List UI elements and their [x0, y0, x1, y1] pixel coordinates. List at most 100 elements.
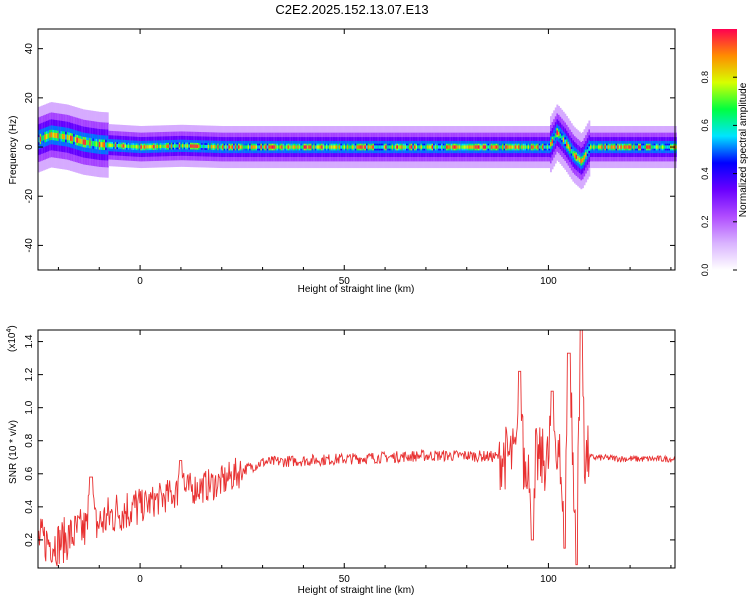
- heatmap-cell: [463, 145, 466, 149]
- heatmap-cell: [575, 154, 578, 160]
- heatmap-cell: [206, 144, 208, 149]
- snr-multiplier-close: ): [7, 325, 18, 328]
- heatmap-cell: [522, 145, 525, 149]
- heatmap-cell: [372, 145, 375, 149]
- heatmap-cell: [586, 149, 589, 154]
- heatmap-cell: [393, 145, 396, 149]
- heatmap-cell: [409, 145, 412, 149]
- heatmap-cell: [374, 145, 376, 149]
- heatmap-cell: [196, 144, 199, 148]
- heatmap-cell: [487, 145, 490, 149]
- heatmap-cell: [353, 145, 356, 149]
- heatmap-cell: [271, 145, 274, 149]
- heatmap-cell: [655, 145, 658, 149]
- heatmap-cell: [601, 145, 604, 149]
- heatmap-cell: [598, 145, 600, 149]
- heatmap-cell: [657, 145, 660, 149]
- heatmap-cell: [514, 145, 517, 149]
- heatmap-cell: [98, 141, 101, 148]
- heatmap-cell: [191, 144, 194, 148]
- heatmap-cell: [228, 145, 231, 149]
- heatmap-cell: [569, 146, 572, 152]
- spectrogram-x-axis-label: Height of straight line (km): [298, 284, 415, 295]
- heatmap-cell: [585, 152, 588, 157]
- heatmap-cell: [41, 135, 44, 141]
- heatmap-cell: [649, 145, 652, 149]
- heatmap-cell: [604, 145, 607, 149]
- heatmap-cell: [641, 145, 644, 149]
- heatmap-cell: [644, 145, 647, 149]
- heatmap-cell: [193, 144, 196, 148]
- heatmap-cell: [418, 145, 421, 149]
- heatmap-cell: [278, 145, 280, 149]
- heatmap-cell: [348, 145, 351, 149]
- heatmap-cell: [535, 145, 538, 149]
- heatmap-cell: [207, 144, 210, 149]
- y-tick-label: -20: [24, 189, 35, 204]
- heatmap-cell: [94, 141, 96, 147]
- heatmap-cell: [596, 145, 599, 149]
- heatmap-cell: [548, 145, 551, 149]
- heatmap-cell: [153, 144, 156, 149]
- heatmap-cell: [218, 145, 221, 149]
- heatmap-cell: [457, 145, 460, 149]
- heatmap-cell: [466, 145, 469, 149]
- heatmap-cell: [270, 145, 272, 149]
- heatmap-cell: [449, 145, 452, 149]
- heatmap-cell: [519, 145, 522, 149]
- heatmap-cell: [178, 144, 181, 148]
- heatmap-cell: [122, 144, 125, 148]
- heatmap-cell: [322, 145, 325, 149]
- heatmap-cell: [217, 145, 220, 149]
- heatmap-cell: [646, 145, 648, 149]
- heatmap-cell: [212, 145, 215, 149]
- heatmap-cell: [345, 145, 348, 149]
- heatmap-cell: [282, 145, 285, 149]
- heatmap-cell: [42, 135, 45, 141]
- heatmap-cell: [609, 145, 612, 149]
- heatmap-cell: [242, 145, 245, 149]
- heatmap-cell: [378, 145, 381, 149]
- heatmap-cell: [614, 145, 616, 149]
- heatmap-cell: [330, 145, 333, 149]
- heatmap-cell: [362, 145, 365, 149]
- heatmap-cell: [60, 133, 63, 139]
- heatmap-cell: [290, 145, 293, 149]
- colorbar-tick-label: 0.8: [700, 71, 710, 84]
- heatmap-cell: [359, 145, 362, 149]
- snr-y-ticks: 0.2 0.4 0.6 0.8 1.0 1.2 1.4: [24, 334, 675, 547]
- heatmap-cell: [447, 145, 450, 149]
- heatmap-cell: [554, 133, 557, 138]
- heatmap-cell: [438, 145, 440, 149]
- heatmap-cell: [318, 145, 320, 149]
- heatmap-cell: [532, 145, 535, 149]
- heatmap-cell: [292, 145, 295, 149]
- y-tick-label: 0: [24, 144, 35, 150]
- heatmap-cell: [486, 145, 488, 149]
- heatmap-cell: [265, 145, 268, 149]
- heatmap-cell: [326, 145, 328, 149]
- heatmap-cell: [287, 145, 290, 149]
- heatmap-cell: [425, 145, 428, 149]
- heatmap-cell: [540, 145, 543, 149]
- heatmap-cell: [559, 133, 562, 139]
- heatmap-cell: [430, 145, 432, 149]
- heatmap-cell: [183, 144, 186, 148]
- heatmap-cell: [58, 133, 61, 139]
- heatmap-cell: [140, 145, 143, 149]
- heatmap-cell: [502, 145, 504, 149]
- heatmap-cell: [54, 132, 56, 138]
- heatmap-cell: [298, 145, 301, 149]
- heatmap-cell: [366, 145, 368, 149]
- heatmap-cell: [231, 145, 234, 149]
- heatmap-cell: [636, 145, 639, 149]
- heatmap-cell: [495, 145, 498, 149]
- heatmap-cell: [476, 145, 479, 149]
- heatmap-cell: [439, 145, 442, 149]
- heatmap-cell: [281, 145, 284, 149]
- heatmap-cell: [401, 145, 404, 149]
- heatmap-cell: [402, 145, 405, 149]
- heatmap-cell: [630, 145, 632, 149]
- heatmap-cell: [214, 145, 216, 149]
- heatmap-cell: [462, 145, 464, 149]
